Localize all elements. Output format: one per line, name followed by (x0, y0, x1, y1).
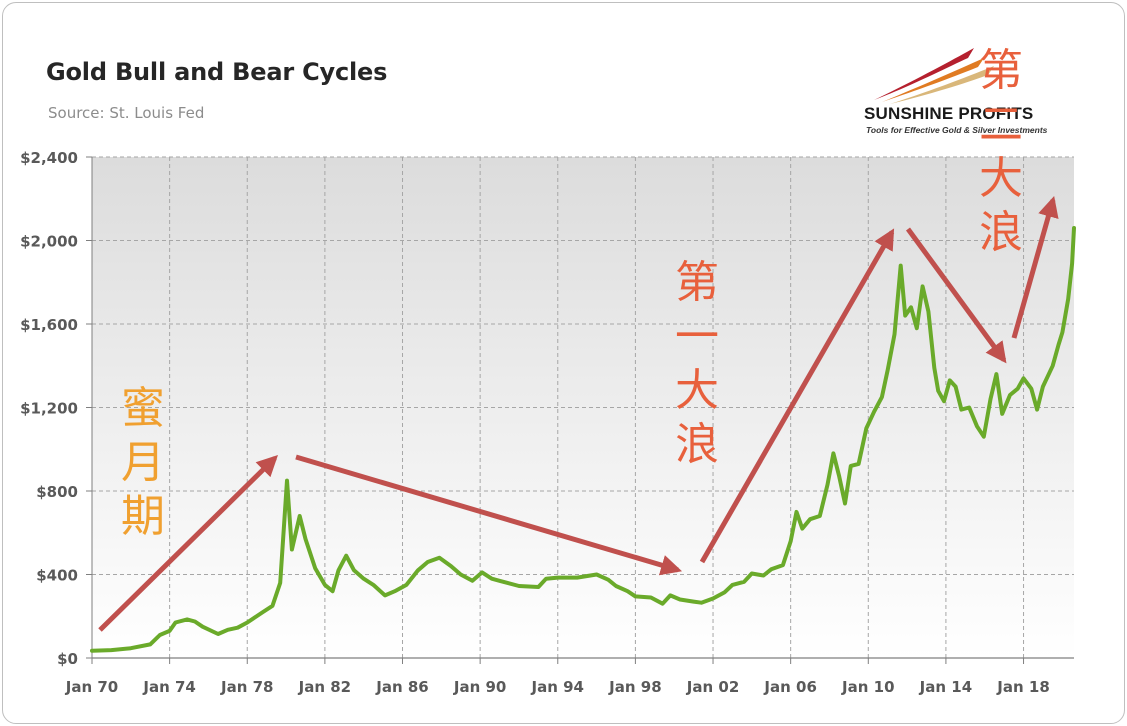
chart-title: Gold Bull and Bear Cycles (46, 58, 388, 86)
gold-price-line (90, 226, 1076, 653)
annotation-char: 浪 (979, 207, 1023, 258)
x-tick-label: Jan 86 (375, 678, 428, 696)
sunshine-profits-logo: SUNSHINE PROFITS Tools for Effective Gol… (856, 28, 1118, 156)
y-tick-label: $400 (36, 567, 78, 585)
x-tick-label: Jan 18 (996, 678, 1049, 696)
x-tick-label: Jan 14 (919, 678, 972, 696)
annotation-char: 月 (121, 437, 165, 488)
first-wave-rise-arrow (699, 228, 895, 564)
bear-decline-arrow (295, 454, 683, 576)
y-tick-label: $1,600 (20, 316, 78, 334)
x-tick-label: Jan 74 (142, 678, 195, 696)
annotation-char: 蜜 (121, 383, 165, 434)
y-tick-label: $2,000 (20, 233, 78, 251)
annotation-char: 第 (979, 45, 1023, 96)
annotation-char: 大 (979, 153, 1023, 204)
y-tick-label: $2,400 (20, 149, 78, 167)
honeymoon-rise-arrow (98, 455, 278, 632)
first-wave-label: 第一大浪 (670, 256, 724, 472)
logo-name: SUNSHINE PROFITS (864, 104, 1034, 123)
y-tick-label: $1,200 (20, 400, 78, 418)
x-tick-label: Jan 70 (65, 678, 118, 696)
x-tick-label: Jan 06 (763, 678, 816, 696)
logo-tagline: Tools for Effective Gold & Silver Invest… (866, 125, 1048, 135)
y-tick-label: $800 (36, 483, 78, 501)
x-tick-label: Jan 82 (298, 678, 351, 696)
x-tick-label: Jan 78 (220, 678, 273, 696)
x-tick-label: Jan 90 (453, 678, 506, 696)
chart-subtitle: Source: St. Louis Fed (48, 104, 205, 122)
second-wave-rise-arrow (1011, 195, 1059, 339)
annotation-char: 浪 (675, 419, 719, 470)
correction-decline-arrow (905, 227, 1007, 364)
annotation-char: 一 (675, 311, 719, 362)
annotation-char: 期 (121, 491, 165, 542)
y-tick-label: $0 (57, 650, 78, 668)
honeymoon-label: 蜜月期 (116, 382, 170, 544)
annotation-char: 大 (675, 365, 719, 416)
x-tick-label: Jan 94 (531, 678, 584, 696)
annotation-char: 第 (675, 257, 719, 308)
annotation-char: 二 (979, 99, 1023, 150)
x-tick-label: Jan 02 (686, 678, 739, 696)
x-tick-label: Jan 10 (841, 678, 894, 696)
second-wave-label: 第二大浪 (974, 44, 1028, 260)
x-tick-label: Jan 98 (608, 678, 661, 696)
